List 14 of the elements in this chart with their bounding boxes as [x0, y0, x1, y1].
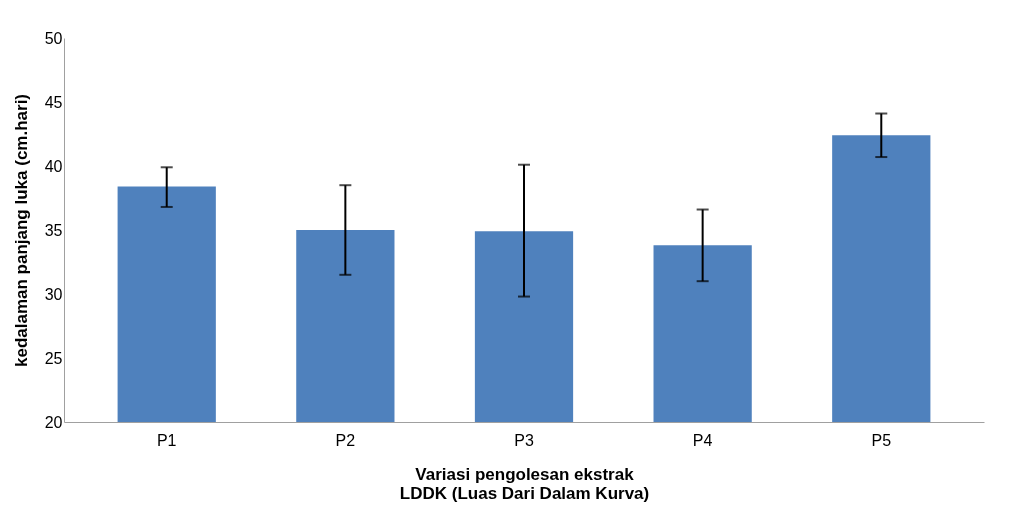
- y-tick-label: 50: [44, 29, 63, 47]
- y-tick-label: 45: [44, 93, 63, 111]
- y-tick-label: 30: [44, 285, 63, 303]
- x-tick-label: P1: [156, 431, 177, 449]
- x-tick-label: P2: [335, 431, 356, 449]
- y-tick-label: 20: [44, 413, 63, 431]
- y-tick-label: 35: [44, 221, 63, 239]
- x-tick-label: P3: [514, 431, 534, 449]
- x-tick-label: P5: [871, 431, 892, 449]
- x-axis-title: Variasi pengolesan ekstrak LDDK (Luas Dari Dalam Kurva): [399, 464, 650, 503]
- y-tick-label: 40: [44, 157, 63, 175]
- y-axis-title: kedalaman panjang luka (cm.hari): [11, 93, 31, 368]
- x-tick-label: P4: [692, 431, 713, 449]
- y-tick-label: 25: [44, 349, 63, 367]
